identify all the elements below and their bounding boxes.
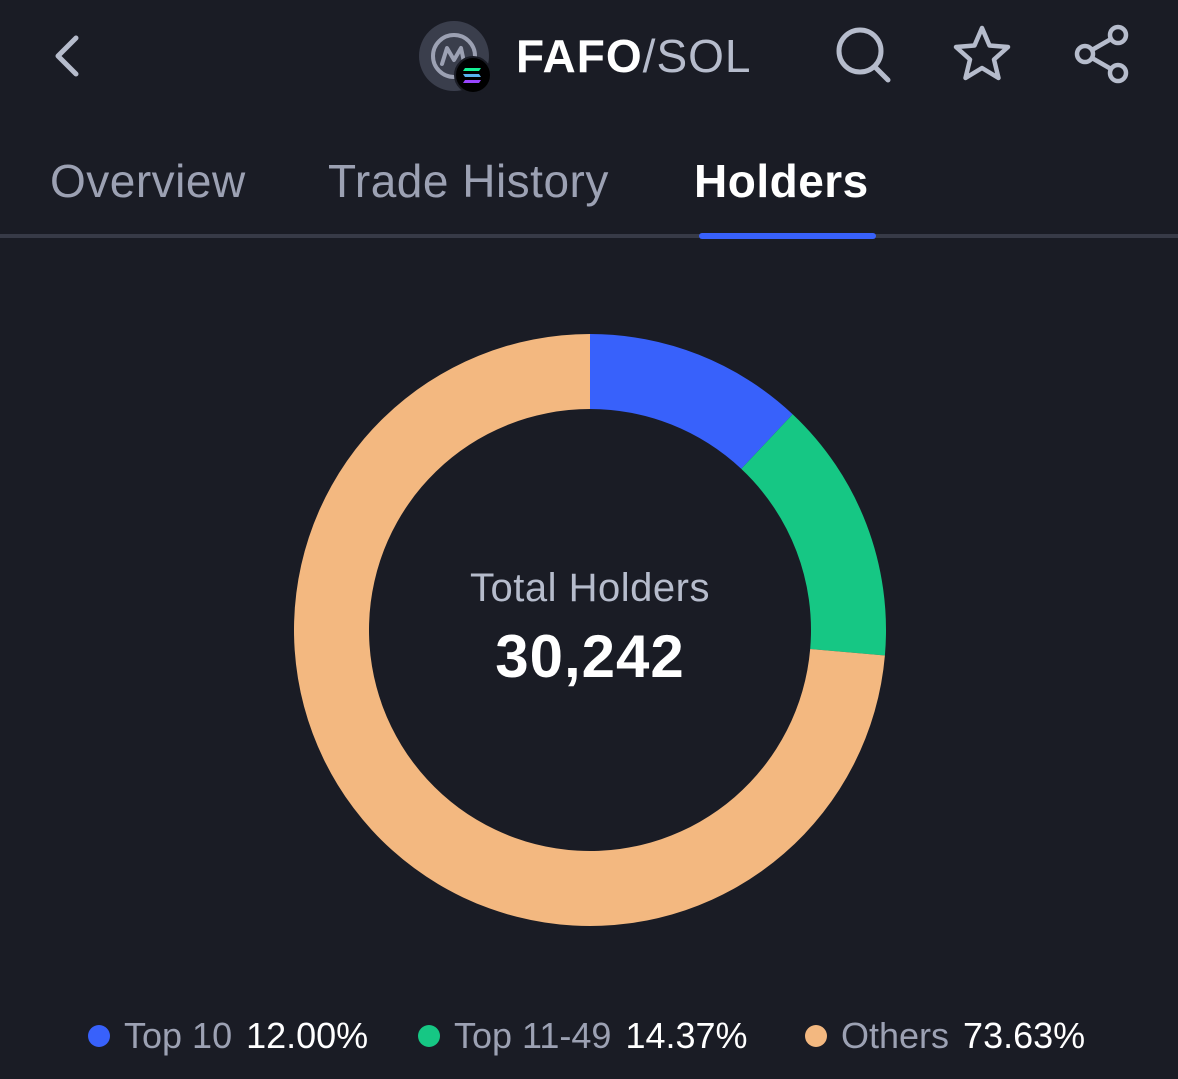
- legend-label-top10: Top 10: [124, 1015, 233, 1056]
- donut-chart-svg: [293, 334, 886, 927]
- share-icon: [1074, 24, 1129, 84]
- active-tab-indicator: [699, 233, 876, 239]
- share-button[interactable]: [1070, 22, 1134, 86]
- legend-item-top10: Top 10 12.00%: [88, 1010, 368, 1062]
- back-button[interactable]: [44, 26, 96, 82]
- watchlist-button[interactable]: [950, 22, 1014, 86]
- legend-item-top11-49: Top 11-49 14.37%: [418, 1010, 748, 1062]
- legend-value-others: 73.63%: [963, 1015, 1086, 1056]
- legend-item-others: Others 73.63%: [805, 1010, 1085, 1062]
- legend-dot-top10: [88, 1025, 110, 1047]
- quote-symbol: /SOL: [642, 30, 752, 82]
- tab-divider: [0, 234, 1178, 238]
- tab-overview[interactable]: Overview: [50, 155, 246, 207]
- total-holders-value: 30,242: [495, 623, 685, 690]
- chevron-left-icon: [55, 35, 79, 77]
- search-icon: [836, 27, 891, 83]
- legend-value-top11-49: 14.37%: [625, 1015, 748, 1056]
- tab-bar: Overview Trade History Holders: [0, 140, 1178, 240]
- legend-dot-top11-49: [418, 1025, 440, 1047]
- total-holders-label: Total Holders: [470, 566, 710, 610]
- token-logo: [418, 20, 492, 94]
- chart-legend: Top 10 12.00% Top 11-49 14.37% Others 73…: [0, 1010, 1178, 1066]
- top-nav-bar: FAFO/SOL: [0, 0, 1178, 110]
- star-icon: [953, 25, 1011, 81]
- donut-segment-top11-49[interactable]: [741, 414, 886, 656]
- tab-trade-history[interactable]: Trade History: [328, 155, 609, 207]
- pair-title: FAFO/SOL: [516, 29, 752, 83]
- legend-label-top11-49: Top 11-49: [454, 1015, 612, 1056]
- tab-holders[interactable]: Holders: [694, 155, 869, 207]
- donut-segment-top10[interactable]: [590, 334, 793, 469]
- search-button[interactable]: [830, 22, 894, 86]
- solana-icon: [454, 56, 492, 94]
- legend-value-top10: 12.00%: [246, 1015, 369, 1056]
- pair-header: FAFO/SOL: [418, 20, 752, 94]
- legend-label-others: Others: [841, 1015, 950, 1056]
- legend-dot-others: [805, 1025, 827, 1047]
- base-symbol: FAFO: [516, 30, 643, 82]
- holders-donut-chart: Total Holders 30,242: [290, 330, 890, 930]
